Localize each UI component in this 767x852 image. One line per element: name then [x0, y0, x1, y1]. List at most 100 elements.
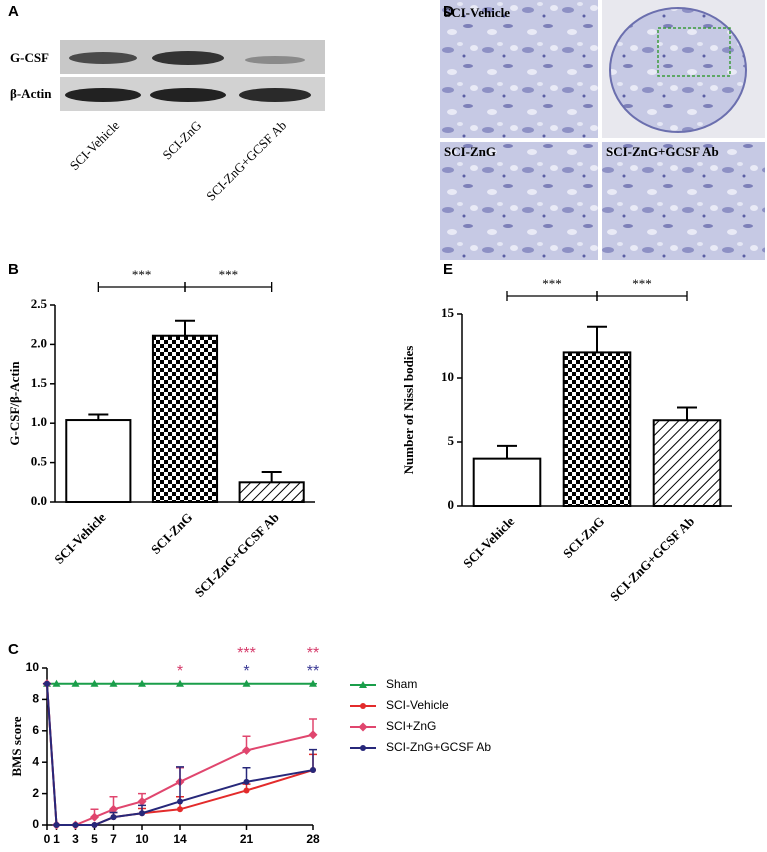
- marker: [139, 810, 145, 817]
- significance-bracket: [184, 282, 273, 292]
- histology-image: [602, 142, 765, 260]
- lane-label: SCI-ZnG+GCSF Ab: [203, 118, 289, 204]
- marker: [53, 822, 60, 828]
- blot-band: [152, 51, 224, 65]
- panel-letter: A: [8, 3, 19, 20]
- marker: [359, 681, 367, 688]
- error-bar: [175, 319, 195, 336]
- panel-letter: B: [8, 261, 19, 278]
- marker: [176, 679, 184, 687]
- marker: [109, 804, 118, 814]
- x-tick-label: SCI-ZnG: [148, 510, 195, 557]
- x-tick-label: 28: [306, 832, 320, 846]
- blot-band: [245, 56, 305, 64]
- significance-label: ***: [237, 645, 256, 662]
- marker: [242, 679, 251, 687]
- significance-label: *: [243, 663, 249, 680]
- marker: [243, 787, 250, 794]
- bar: [562, 351, 632, 507]
- image-caption: SCI-Vehicle: [444, 5, 510, 20]
- error-bar: [261, 471, 282, 483]
- x-tick-label: 10: [135, 832, 149, 846]
- marker: [138, 679, 146, 687]
- significance-label: ***: [219, 267, 239, 282]
- marker: [71, 679, 80, 687]
- error-bar: [88, 413, 109, 421]
- y-tick-label: 1.5: [31, 375, 48, 390]
- y-tick-label: 1.0: [31, 414, 47, 429]
- legend-label: SCI-Vehicle: [386, 698, 449, 712]
- error-bar: [677, 406, 697, 421]
- y-tick-label: 15: [441, 305, 455, 320]
- marker: [109, 679, 118, 687]
- x-tick-label: 5: [91, 832, 98, 846]
- error-bar: [587, 325, 607, 353]
- bar: [65, 419, 132, 504]
- x-tick-label: SCI-Vehicle: [51, 509, 108, 566]
- marker: [90, 679, 99, 687]
- y-axis-label: BMS score: [9, 716, 24, 776]
- lane-label: SCI-Vehicle: [67, 117, 123, 173]
- x-tick-label: 7: [110, 832, 117, 846]
- x-tick-label: SCI-ZnG+GCSF Ab: [607, 514, 697, 604]
- y-tick-label: 2.0: [31, 335, 47, 350]
- cord-section: [609, 7, 747, 133]
- significance-bracket: [506, 291, 598, 301]
- significance-label: ***: [132, 267, 152, 282]
- marker: [308, 730, 318, 740]
- marker: [358, 722, 368, 732]
- zoom-box: [657, 27, 731, 77]
- x-tick-label: SCI-ZnG: [560, 514, 607, 561]
- panel-letter: E: [443, 261, 453, 278]
- legend-label: Sham: [386, 677, 417, 691]
- y-axis-label: G-CSF/β-Actin: [7, 361, 22, 446]
- marker: [72, 822, 79, 828]
- marker: [137, 796, 147, 806]
- marker: [242, 745, 251, 755]
- significance-label: **: [307, 645, 319, 662]
- error-bar: [309, 748, 317, 771]
- panel-letter: C: [8, 641, 19, 658]
- bar: [238, 481, 305, 503]
- panel-d: D SCI-Vehicle SCI-ZnG SCI-ZnG+GCSF Ab: [440, 0, 765, 260]
- y-tick-label: 6: [32, 723, 39, 737]
- y-tick-label: 0: [448, 497, 455, 512]
- marker: [90, 812, 99, 822]
- significance-label: **: [307, 663, 319, 680]
- x-tick-label: 3: [72, 832, 79, 846]
- marker: [360, 745, 366, 751]
- image-caption: SCI-ZnG+GCSF Ab: [606, 144, 719, 159]
- histology-image: [440, 142, 598, 260]
- marker: [52, 679, 61, 687]
- marker: [177, 798, 183, 805]
- marker: [309, 679, 317, 687]
- row-label: β-Actin: [10, 86, 52, 101]
- significance-label: *: [177, 663, 183, 680]
- blot-band: [69, 52, 137, 64]
- legend-label: SCI+ZnG: [386, 719, 436, 733]
- y-tick-label: 5: [448, 433, 455, 448]
- x-tick-label: 1: [53, 832, 60, 846]
- marker: [177, 806, 183, 813]
- blot-band: [65, 88, 141, 102]
- lane-label: SCI-ZnG: [159, 118, 204, 163]
- x-tick-label: SCI-ZnG+GCSF Ab: [192, 510, 282, 600]
- significance-bracket: [596, 291, 688, 301]
- significance-label: ***: [632, 276, 652, 291]
- error-bar: [176, 766, 184, 802]
- x-tick-label: 14: [173, 832, 187, 846]
- y-tick-label: 2: [32, 786, 39, 800]
- histology-image: [440, 0, 598, 138]
- blot-band: [239, 88, 311, 102]
- y-tick-label: 2.5: [31, 296, 48, 311]
- marker: [91, 822, 98, 828]
- y-tick-label: 8: [32, 692, 39, 706]
- marker: [310, 767, 316, 774]
- x-tick-label: 21: [240, 832, 254, 846]
- marker: [44, 680, 50, 687]
- y-tick-label: 0: [32, 817, 39, 831]
- panel-letter: D: [443, 3, 454, 20]
- bar: [472, 457, 542, 508]
